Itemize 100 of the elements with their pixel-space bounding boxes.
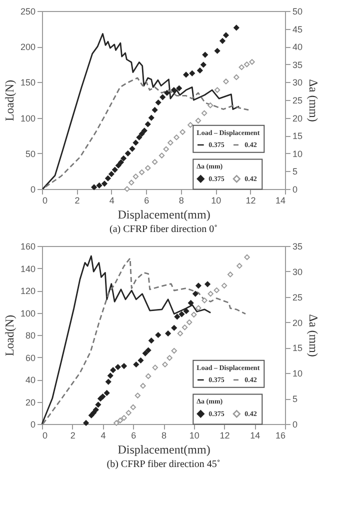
point [132,140,139,146]
point [201,110,208,116]
x-tick-label: 0 [42,196,48,206]
x-tick-label: 12 [246,196,256,206]
point [220,38,226,44]
x-tick-label: 4 [100,430,106,440]
point [171,87,177,93]
point [234,74,240,80]
point [249,59,255,65]
y2-tick-label: 50 [292,6,303,16]
x-tick-label: 2 [74,196,80,206]
point [129,146,136,152]
point [148,338,154,344]
point [177,330,184,336]
point [125,150,131,156]
x-axis-title: Displacement(mm) [118,208,210,222]
x-tick-label: 12 [220,430,230,440]
point [142,350,148,356]
point [202,52,208,58]
x-tick-label: 4 [109,196,114,206]
point [158,152,165,158]
point [83,420,89,426]
point [102,180,108,187]
x-tick-label: 6 [144,196,150,206]
y-tick-label: 80 [25,330,36,340]
point [204,281,210,287]
x-tick-label: 2 [70,430,76,440]
x-tick-label: 16 [275,430,286,440]
point [106,378,112,385]
y2-tick-label: 30 [292,78,303,88]
y-tick-label: 100 [20,308,36,318]
point [121,415,127,421]
point [166,355,172,361]
point [148,114,154,121]
y2-tick-label: 15 [292,343,303,354]
point [188,122,194,128]
point [152,159,158,165]
y-tick-label: 20 [25,397,36,408]
y-tick-label: 120 [20,286,36,296]
point [155,100,162,106]
point [171,348,177,354]
point [186,319,192,326]
y-tick-label: 100 [20,113,36,124]
point [208,290,214,297]
y2-tick-label: 25 [292,292,303,302]
point [164,90,170,96]
y2-tick-label: 30 [292,266,303,277]
x-tick-label: 8 [178,196,184,206]
point [214,48,220,54]
point [100,394,106,400]
point [152,364,158,370]
point [208,102,214,108]
point [244,254,250,260]
point [195,118,202,124]
x-tick-label: 14 [250,430,260,440]
y-tick-label: 150 [20,78,36,88]
point [238,64,244,70]
point [133,362,140,368]
point [117,418,124,424]
point [202,298,208,304]
x-axis-title: Displacement(mm) [118,442,210,456]
point [108,171,114,177]
x-tick-label: 0 [42,430,48,440]
y2-tick-label: 40 [292,42,303,52]
point [236,262,242,269]
point [91,184,97,190]
point [132,174,139,180]
point [93,406,99,413]
x-tick-label: 10 [211,196,222,206]
x-tick-label: 14 [275,196,286,206]
point [124,186,130,192]
point [223,32,229,38]
point [234,24,240,31]
y2-tick-label: 0 [292,420,298,430]
point [160,94,166,100]
point [142,128,148,134]
point [221,282,228,289]
text: (b) CFRP fiber direction 45˚ [106,459,220,470]
point [90,410,96,416]
y-tick-label: 50 [25,148,36,159]
point [196,305,202,311]
point [174,134,180,140]
y-tick-label: 0 [30,184,36,194]
x-tick-label: 10 [189,430,200,440]
point [162,362,168,368]
point [165,330,171,336]
y2-axis-title: Δa (mm) [306,79,321,122]
point [140,383,146,389]
point [180,129,186,135]
point [174,314,180,320]
y2-tick-label: 20 [292,318,303,328]
y-tick-label: 200 [20,42,36,52]
y2-tick-label: 35 [292,242,303,252]
point [95,402,102,408]
point [192,290,198,297]
point [182,324,188,330]
point [168,140,174,146]
y-tick-label: 60 [25,352,36,363]
point [191,312,197,318]
point [214,287,220,294]
